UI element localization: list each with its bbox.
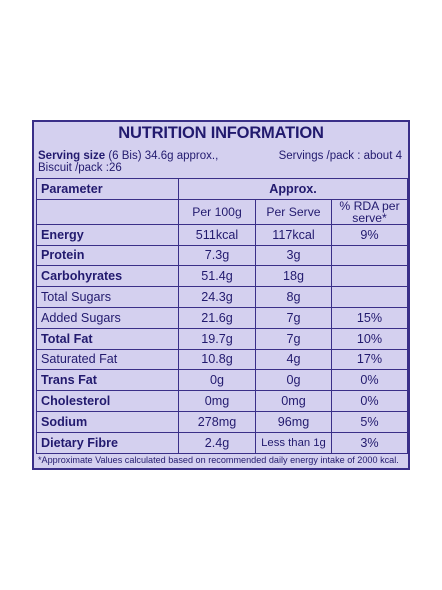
nutrient-row: Sodium 278mg 96mg 5%	[36, 410, 409, 433]
value-rda: 9%	[330, 223, 409, 246]
serving-size: Serving size (6 Bis) 34.6g approx.,	[38, 150, 218, 162]
nutrient-name: Cholesterol	[36, 390, 179, 412]
value-per-100g: 19.7g	[178, 327, 256, 350]
header-rda: % RDA per serve*	[330, 198, 409, 225]
nutrient-name: Sodium	[36, 410, 179, 433]
value-per-serve: Less than 1g	[255, 431, 332, 454]
nutrition-panel: NUTRITION INFORMATION Serving size (6 Bi…	[32, 120, 410, 470]
value-rda: 17%	[330, 348, 409, 371]
value-per-100g: 51.4g	[178, 265, 256, 288]
value-per-serve: 18g	[255, 265, 332, 288]
value-per-100g: 21.6g	[178, 306, 256, 329]
header-blank-cell	[36, 198, 179, 225]
value-per-serve: 8g	[255, 286, 332, 308]
value-per-serve: 7g	[255, 327, 332, 350]
biscuits-per-pack: Biscuit /pack :26	[38, 162, 122, 174]
nutrient-name: Carbohyrates	[36, 265, 179, 288]
nutrient-row: Carbohyrates 51.4g 18g	[36, 265, 409, 288]
value-per-serve: 96mg	[255, 410, 332, 433]
value-per-100g: 7.3g	[178, 244, 256, 267]
value-per-serve: 0mg	[255, 390, 332, 412]
nutrient-row: Protein 7.3g 3g	[36, 244, 409, 267]
value-rda: 3%	[330, 431, 409, 454]
header-per-serve: Per Serve	[255, 198, 332, 225]
value-per-serve: 7g	[255, 306, 332, 329]
nutrient-row: Trans Fat 0g 0g 0%	[36, 369, 409, 392]
nutrient-rows: Energy 511kcal 117kcal 9% Protein 7.3g 3g Carbo…	[36, 223, 409, 454]
value-per-serve: 117kcal	[255, 223, 332, 246]
value-per-100g: 2.4g	[178, 431, 256, 454]
header-row-1: Parameter Approx.	[36, 178, 409, 200]
value-rda: 0%	[330, 390, 409, 412]
nutrient-name: Energy	[36, 223, 179, 246]
value-per-100g: 24.3g	[178, 286, 256, 308]
panel-title: NUTRITION INFORMATION	[118, 124, 324, 142]
header-row-2: Per 100g Per Serve % RDA per serve*	[36, 198, 409, 225]
value-rda: 0%	[330, 369, 409, 392]
nutrient-name: Trans Fat	[36, 369, 179, 392]
servings-per-pack: Servings /pack : about 4	[278, 150, 402, 162]
value-rda: 10%	[330, 327, 409, 350]
header-approx: Approx.	[177, 178, 409, 200]
nutrient-row: Dietary Fibre 2.4g Less than 1g 3%	[36, 431, 409, 454]
value-per-serve: 4g	[255, 348, 332, 371]
nutrient-row: Total Sugars 24.3g 8g	[36, 286, 409, 308]
nutrient-row: Saturated Fat 10.8g 4g 17%	[36, 348, 409, 371]
header-per-100g: Per 100g	[178, 198, 256, 225]
value-rda	[330, 286, 409, 308]
nutrient-name: Added Sugars	[36, 306, 179, 329]
serving-size-label: Serving size	[38, 150, 106, 162]
nutrient-row: Total Fat 19.7g 7g 10%	[36, 327, 409, 350]
value-per-100g: 0g	[178, 369, 256, 392]
footnote: *Approximate Values calculated based on …	[38, 455, 399, 465]
value-rda	[330, 244, 409, 267]
nutrient-name: Total Fat	[36, 327, 179, 350]
nutrient-name: Dietary Fibre	[36, 431, 179, 454]
serving-size-value: (6 Bis) 34.6g approx.,	[108, 150, 219, 162]
value-rda	[330, 265, 409, 288]
value-per-100g: 10.8g	[178, 348, 256, 371]
value-rda: 5%	[330, 410, 409, 433]
value-per-100g: 0mg	[178, 390, 256, 412]
nutrient-name: Saturated Fat	[36, 348, 179, 371]
nutrient-row: Cholesterol 0mg 0mg 0%	[36, 390, 409, 412]
value-per-serve: 0g	[255, 369, 332, 392]
nutrient-row: Energy 511kcal 117kcal 9%	[36, 223, 409, 246]
value-per-serve: 3g	[255, 244, 332, 267]
nutrient-name: Protein	[36, 244, 179, 267]
nutrient-row: Added Sugars 21.6g 7g 15%	[36, 306, 409, 329]
value-rda: 15%	[330, 306, 409, 329]
header-parameter: Parameter	[36, 178, 179, 200]
nutrient-name: Total Sugars	[36, 286, 179, 308]
nutrition-table: Parameter Approx. Per 100g Per Serve % R…	[36, 178, 409, 454]
value-per-100g: 511kcal	[178, 223, 256, 246]
value-per-100g: 278mg	[178, 410, 256, 433]
